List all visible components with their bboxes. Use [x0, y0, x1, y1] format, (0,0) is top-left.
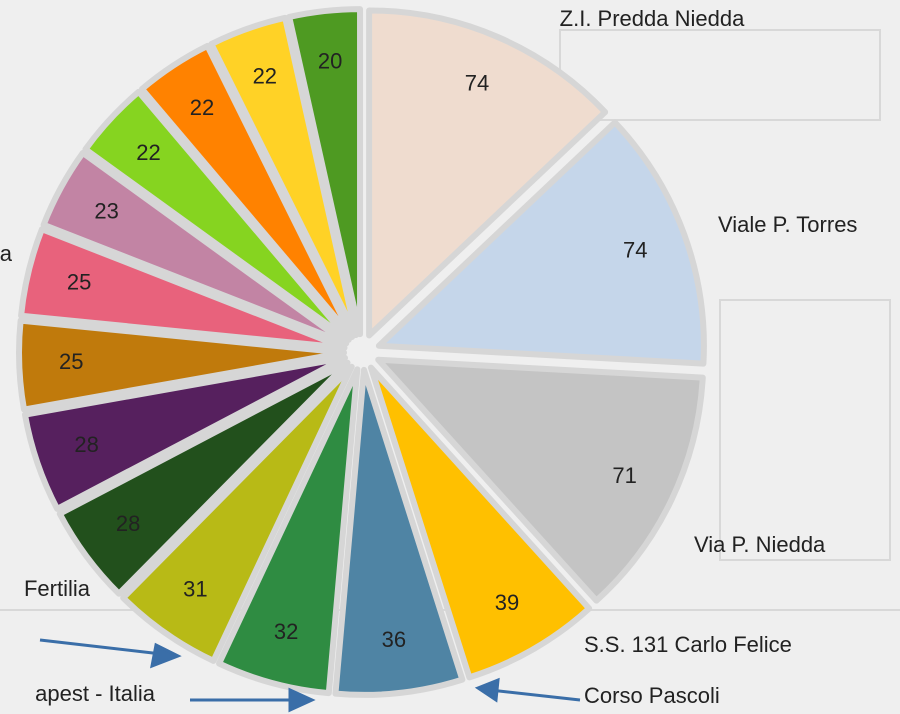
value-label: 28	[74, 432, 98, 457]
slice	[16, 317, 348, 413]
slice	[21, 354, 348, 512]
slice	[286, 6, 364, 338]
pie: 74 Z.I. Predda Niedda 74 Viale P. Torres 71 V…	[0, 6, 857, 708]
slice	[332, 366, 466, 698]
value-label: 74	[623, 238, 647, 263]
slice	[40, 149, 350, 347]
slice	[367, 364, 593, 681]
slice	[375, 119, 707, 367]
value-label: 36	[382, 627, 406, 652]
value-label: 23	[94, 198, 118, 223]
slice	[18, 226, 348, 351]
slice	[216, 366, 361, 697]
category-label: a	[0, 241, 13, 266]
value-label: 22	[190, 95, 214, 120]
category-label: Fertilia	[24, 576, 91, 601]
slice	[208, 14, 359, 339]
value-label: 32	[274, 619, 298, 644]
value-label: 31	[183, 576, 207, 601]
category-label: S.S. 131 Carlo Felice	[584, 632, 792, 657]
value-label: 39	[495, 590, 519, 615]
arrows	[39, 638, 581, 713]
category-label: apest - Italia	[35, 681, 156, 706]
slice	[120, 363, 355, 664]
category-label: Via P. Niedda	[694, 532, 826, 557]
slice	[375, 356, 706, 604]
category-label: Z.I. Predda Niedda	[560, 6, 745, 31]
value-label: 71	[612, 463, 636, 488]
value-label: 20	[318, 49, 342, 74]
value-label: 22	[253, 64, 277, 89]
category-label: Viale P. Torres	[718, 212, 857, 237]
slice	[56, 359, 351, 597]
value-label: 25	[59, 349, 83, 374]
slice	[82, 88, 352, 343]
value-label: 74	[465, 71, 489, 96]
value-label: 22	[136, 140, 160, 165]
value-label: 28	[116, 511, 140, 536]
value-label: 25	[67, 270, 91, 295]
slice	[138, 42, 356, 340]
category-label: Corso Pascoli	[584, 683, 720, 708]
slice	[366, 7, 609, 339]
